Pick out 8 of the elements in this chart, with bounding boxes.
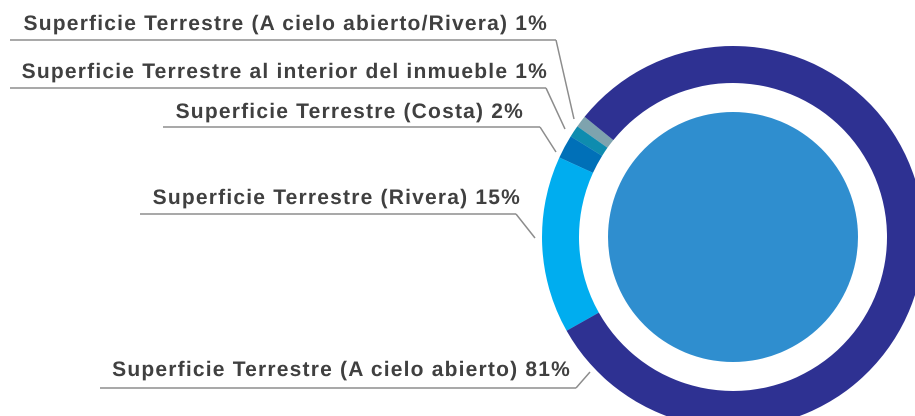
slice-label: Superficie Terrestre (A cielo abierto) 81% (112, 358, 571, 381)
slice-label: Superficie Terrestre (A cielo abierto/Rivera) 1% (24, 12, 548, 35)
donut-slice (577, 116, 614, 148)
slice-label: Superficie Terrestre (Costa) 2% (176, 100, 524, 123)
slice-label: Superficie Terrestre (Rivera) 15% (152, 186, 521, 209)
donut-slice (559, 136, 602, 173)
slice-label: Superficie Terrestre al interior del inmueble 1% (22, 60, 548, 83)
donut-slice (570, 126, 608, 156)
